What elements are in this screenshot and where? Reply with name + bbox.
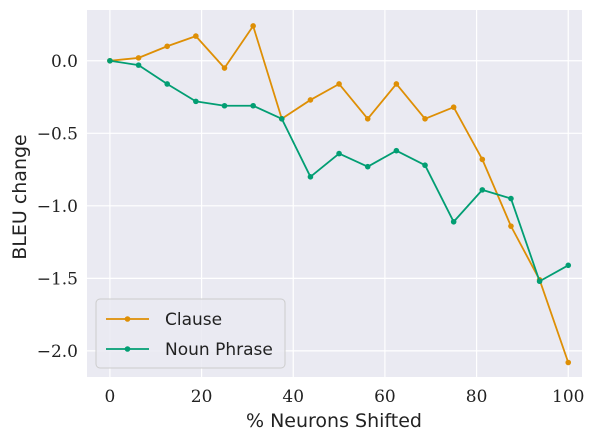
data-point-clause xyxy=(336,81,342,87)
x-tick-label: 80 xyxy=(466,387,488,407)
data-point-noun-phrase xyxy=(479,187,486,193)
data-point-noun-phrase xyxy=(393,147,400,154)
legend-marker-noun-phrase xyxy=(124,346,131,352)
x-axis-label: % Neurons Shifted xyxy=(246,410,422,432)
y-tick-label: −1.5 xyxy=(37,269,78,289)
data-point-noun-phrase xyxy=(336,150,342,157)
data-point-noun-phrase xyxy=(508,195,514,202)
data-point-noun-phrase xyxy=(250,102,256,109)
data-point-clause xyxy=(135,55,142,61)
y-tick-label: −2.0 xyxy=(37,342,78,362)
x-tick-label: 40 xyxy=(282,387,304,407)
data-point-noun-phrase xyxy=(565,262,572,269)
data-point-clause xyxy=(393,81,400,87)
legend-label-noun-phrase: Noun Phrase xyxy=(165,340,273,360)
y-tick-label: 0.0 xyxy=(51,52,78,72)
grid xyxy=(87,10,582,377)
x-tick-label: 60 xyxy=(374,387,396,407)
x-axis-ticks: 0 20 40 60 80 100 xyxy=(105,387,585,407)
data-point-noun-phrase xyxy=(450,218,457,225)
data-point-clause xyxy=(164,43,171,50)
data-point-noun-phrase xyxy=(135,62,142,68)
legend-box xyxy=(95,298,286,369)
data-point-noun-phrase xyxy=(278,115,285,122)
data-point-clause xyxy=(307,97,314,103)
data-point-noun-phrase xyxy=(364,163,371,170)
x-tick-label: 20 xyxy=(191,387,213,407)
data-point-clause xyxy=(193,33,199,39)
data-point-noun-phrase xyxy=(221,102,228,109)
data-point-clause xyxy=(479,156,486,163)
data-point-clause xyxy=(250,23,256,29)
legend: Clause Noun Phrase xyxy=(95,298,286,369)
data-point-clause xyxy=(508,223,514,229)
y-tick-label: −1.0 xyxy=(37,197,78,217)
x-tick-label: 100 xyxy=(552,387,584,407)
data-point-noun-phrase xyxy=(307,174,314,180)
data-point-clause xyxy=(565,359,572,366)
data-point-clause xyxy=(221,65,228,71)
data-point-clause xyxy=(422,115,428,122)
data-point-clause xyxy=(450,104,457,110)
legend-label-clause: Clause xyxy=(165,310,222,330)
data-point-noun-phrase xyxy=(164,81,171,87)
data-point-noun-phrase xyxy=(536,278,543,285)
legend-marker-clause xyxy=(124,316,131,322)
data-point-noun-phrase xyxy=(107,57,113,64)
data-point-noun-phrase xyxy=(422,162,428,169)
x-tick-label: 0 xyxy=(105,387,116,407)
y-tick-label: −0.5 xyxy=(37,124,78,144)
data-point-clause xyxy=(364,115,371,122)
y-axis-label: BLEU change xyxy=(9,134,31,260)
data-point-noun-phrase xyxy=(193,98,199,105)
y-axis-ticks: 0.0 −0.5 −1.0 −1.5 −2.0 xyxy=(37,52,78,362)
series-lines xyxy=(107,23,572,366)
